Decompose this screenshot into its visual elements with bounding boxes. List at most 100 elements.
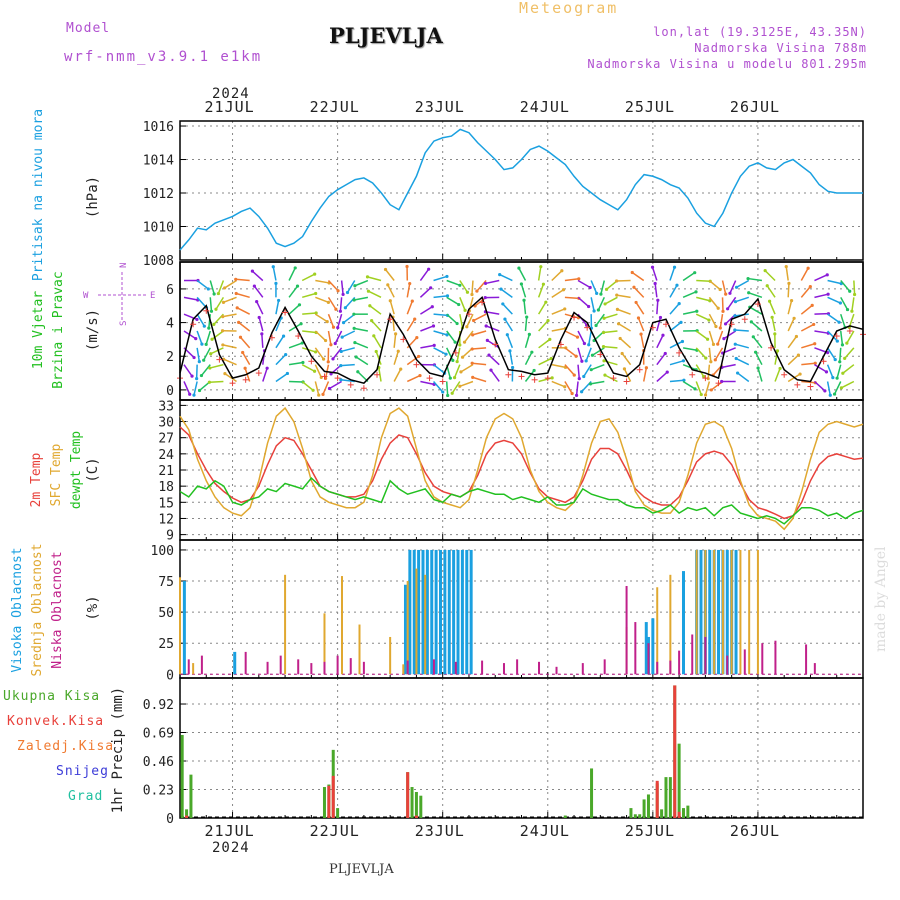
wind-arrow-head (470, 347, 474, 351)
wind-arrow (255, 301, 264, 315)
wind-arrow (736, 279, 750, 288)
wind-arrow (787, 300, 793, 315)
wind-arrow (235, 278, 250, 282)
wind-arrow-head (312, 369, 317, 373)
y-tick-label: 18 (158, 480, 174, 495)
temp-side-label-3: dewpt Temp (69, 431, 84, 509)
wind-arrow (509, 350, 514, 365)
wind-arrow (748, 292, 763, 299)
wind-arrow-head (582, 374, 586, 379)
wind-arrow-head (709, 360, 713, 364)
cloud-bar-high (681, 571, 685, 675)
cloud-bar-mid (284, 574, 287, 675)
wind-gust-marker (636, 366, 643, 373)
wind-arrow-head (368, 304, 372, 308)
wind-arrow (727, 296, 737, 310)
wind-arrow-head (587, 343, 591, 347)
y-tick-label: 0.92 (143, 698, 174, 713)
wind-arrow-head (458, 343, 462, 347)
wind-arrow-head (221, 300, 226, 304)
wind-arrow-head (661, 333, 665, 337)
wind-arrow (251, 270, 264, 282)
cloud-bar-low (336, 655, 339, 675)
y-tick-label: 2 (166, 350, 174, 365)
wind-arrow (433, 364, 446, 374)
wind-arrow (456, 347, 461, 362)
wind-arrow-head (658, 315, 663, 320)
wind-arrow-head (301, 360, 305, 365)
wind-arrow-head (831, 376, 835, 380)
wind-gust-marker (242, 376, 249, 383)
wind-arrow (196, 347, 201, 362)
wind-arrow-head (455, 321, 459, 326)
wind-arrow (329, 380, 342, 390)
wind-arrow-head (483, 281, 488, 286)
wind-arrow-head (202, 324, 206, 328)
cloud-bar-low (406, 660, 409, 675)
wind-arrow (445, 381, 449, 396)
y-tick-label: 25 (158, 637, 174, 652)
wind-arrow (631, 271, 645, 282)
precip-legend-1: Konvek.Kisa (7, 714, 104, 729)
wind-arrow (183, 364, 193, 377)
wind-arrow-head (321, 392, 325, 396)
wind-arrow (302, 312, 317, 315)
wind-arrow (459, 280, 469, 293)
wind-arrow (707, 364, 711, 379)
wind-arrow-head (575, 335, 580, 339)
cloud-bar-low (432, 659, 435, 675)
wind-arrow-head (582, 341, 586, 346)
cloud-bar-high (717, 549, 721, 675)
wind-arrow (459, 380, 474, 387)
cloud-bar-high (403, 584, 407, 675)
wind-arrow (499, 273, 513, 282)
y-tick-label: 75 (158, 575, 174, 590)
cloud-bar-high (425, 549, 429, 675)
panel-clouds: 0 25 50 75 100 (151, 539, 864, 683)
wind-arrow (654, 283, 658, 298)
compass-e: E (150, 291, 155, 301)
wind-arrow (583, 364, 592, 377)
temp-line-0 (179, 426, 864, 520)
wind-arrow (604, 296, 618, 305)
wind-gust-marker (781, 371, 788, 378)
wind-arrow (695, 330, 709, 340)
wind-arrow (471, 280, 474, 295)
wind-arrow-head (220, 329, 225, 333)
precip-bar-0 (629, 808, 633, 818)
wind-arrow (768, 300, 776, 315)
wind-gust-marker (400, 336, 407, 343)
wind-arrow-head (603, 302, 607, 306)
cloud-bar-high (734, 549, 738, 675)
wind-arrow (708, 296, 719, 309)
cloud-bar-high (408, 549, 412, 675)
wind-arrow-head (577, 277, 581, 281)
cloud-bar-low (691, 634, 694, 675)
wind-arrow-head (604, 287, 609, 291)
wind-arrow-head (840, 343, 845, 347)
wind-arrow (695, 381, 702, 395)
wind-arrow (637, 317, 645, 332)
cloud-bar-high (439, 549, 443, 675)
wind-arrow-head (485, 338, 489, 343)
wind-arrow (368, 290, 382, 299)
wind-arrow-head (823, 389, 827, 393)
wind-arrow (597, 297, 605, 311)
wind-arrow-head (333, 341, 337, 346)
wind-gust-marker (479, 299, 486, 306)
wind-arrow-head (723, 322, 728, 326)
cloud-bar-low (726, 655, 729, 675)
wind-arrow-head (709, 388, 713, 392)
wind-arrow (520, 283, 527, 298)
wind-arrow (564, 296, 579, 300)
wind-arrow-head (592, 309, 596, 313)
cloud-bar-high (417, 549, 421, 675)
wind-arrow (840, 296, 849, 310)
precip-bar-0 (563, 815, 567, 818)
wind-gust-marker (360, 385, 367, 392)
wind-arrow (682, 310, 697, 315)
wind-arrow-head (650, 265, 655, 269)
precip-bar-0 (642, 799, 646, 818)
wind-arrow (196, 313, 205, 327)
wind-arrow (389, 300, 395, 315)
